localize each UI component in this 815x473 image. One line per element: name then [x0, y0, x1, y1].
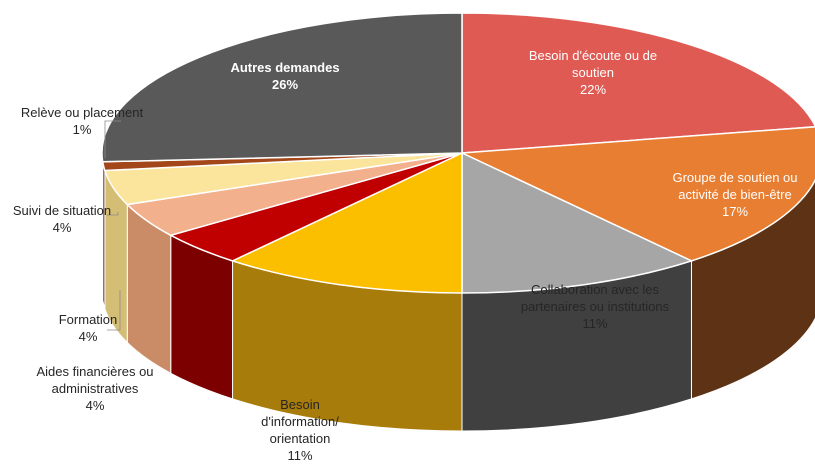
slice-pct-label-4: 4% [86, 398, 105, 413]
slice-label-5: Formation [59, 312, 118, 327]
slice-label-3: Besoin [280, 397, 320, 412]
slice-pct-label-7: 1% [73, 122, 92, 137]
pie-side-walls [101, 152, 815, 432]
slice-labels: Besoin d'écoute ou de soutien 22% Groupe de… [13, 48, 798, 463]
slice-pct-label-8: 26% [272, 77, 298, 92]
leader-line-2 [107, 290, 121, 331]
slice-label-3: d'information/ [261, 414, 339, 429]
slice-8 [101, 12, 463, 163]
slice-label-2: partenaires ou institutions [521, 299, 670, 314]
slice-label-6: Suivi de situation [13, 203, 111, 218]
slice-label-2: Collaboration avec les [531, 282, 659, 297]
slice-side-4 [170, 234, 234, 400]
leader-line-1 [107, 212, 119, 216]
slice-label-4: Aides financières ou [36, 364, 153, 379]
slice-label-3: orientation [270, 431, 331, 446]
slice-label-7: Relève ou placement [21, 105, 144, 120]
pie-top-faces [101, 12, 815, 294]
leader-lines [104, 120, 121, 331]
slice-3 [230, 151, 463, 294]
slice-label-1: activité de bien-être [678, 187, 791, 202]
slice-1 [459, 126, 815, 262]
slice-0 [461, 12, 815, 154]
slice-label-0: soutien [572, 65, 614, 80]
slice-side-8 [101, 152, 104, 300]
slice-label-0: Besoin d'écoute ou de [529, 48, 657, 63]
slice-pct-label-2: 11% [582, 316, 607, 331]
slice-pct-label-3: 11% [287, 448, 312, 463]
leader-line-0 [104, 120, 121, 158]
slice-pct-label-6: 4% [53, 220, 72, 235]
slice-label-1: Groupe de soutien ou [672, 170, 797, 185]
slice-pct-label-1: 17% [722, 204, 748, 219]
slice-label-4: administratives [52, 381, 139, 396]
slice-label-8: Autres demandes [230, 60, 339, 75]
slice-2 [461, 151, 694, 294]
slice-pct-label-5: 4% [79, 329, 98, 344]
slice-pct-label-0: 22% [580, 82, 606, 97]
